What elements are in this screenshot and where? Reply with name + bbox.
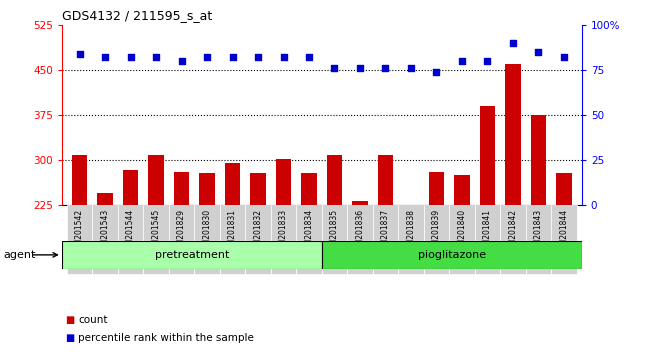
Text: GSM201544: GSM201544 (126, 209, 135, 255)
Text: GSM201838: GSM201838 (406, 209, 415, 255)
Text: GSM201835: GSM201835 (330, 209, 339, 255)
Text: GSM201834: GSM201834 (304, 209, 313, 255)
Bar (449, 205, 474, 274)
Bar (62, 241, 322, 269)
Text: GSM201836: GSM201836 (356, 209, 365, 255)
Bar (200, 173, 214, 341)
Bar (276, 159, 291, 341)
Text: percentile rank within the sample: percentile rank within the sample (78, 333, 254, 343)
Point (431, 69, 441, 75)
Text: GSM201840: GSM201840 (458, 209, 467, 255)
Bar (92, 205, 118, 274)
Point (355, 65, 365, 71)
Bar (118, 205, 143, 274)
Point (330, 65, 340, 71)
Point (253, 55, 263, 60)
Bar (322, 241, 582, 269)
Bar (123, 170, 138, 341)
Text: GSM201842: GSM201842 (508, 209, 517, 255)
Text: GSM201837: GSM201837 (381, 209, 390, 255)
Point (482, 58, 493, 64)
Bar (327, 155, 342, 341)
Bar (169, 205, 194, 274)
Point (559, 55, 569, 60)
Bar (322, 205, 347, 274)
Bar (194, 205, 220, 274)
Bar (505, 64, 521, 341)
Bar (98, 193, 112, 341)
Bar (67, 205, 92, 274)
Bar (347, 205, 372, 274)
Bar (220, 205, 245, 274)
Bar (148, 155, 164, 341)
Bar (372, 205, 398, 274)
Bar (352, 201, 368, 341)
Bar (556, 173, 571, 341)
Text: GSM201543: GSM201543 (101, 209, 110, 255)
Bar (72, 155, 87, 341)
Point (278, 55, 289, 60)
Bar (378, 155, 393, 341)
Bar (250, 173, 266, 341)
Bar (551, 205, 577, 274)
Bar (296, 205, 322, 274)
Bar (271, 205, 296, 274)
Text: count: count (78, 315, 107, 325)
Bar (429, 172, 444, 341)
Bar (480, 106, 495, 341)
Text: ■: ■ (65, 315, 74, 325)
Point (100, 55, 110, 60)
Text: ■: ■ (65, 333, 74, 343)
Point (508, 40, 518, 46)
Text: agent: agent (3, 250, 36, 260)
Text: pioglitazone: pioglitazone (418, 250, 486, 260)
Bar (245, 205, 271, 274)
Point (176, 58, 187, 64)
Text: GSM201843: GSM201843 (534, 209, 543, 255)
Point (74, 51, 85, 57)
Text: GSM201839: GSM201839 (432, 209, 441, 255)
Text: GSM201830: GSM201830 (203, 209, 211, 255)
Bar (526, 205, 551, 274)
Bar (454, 175, 469, 341)
Text: GSM201829: GSM201829 (177, 209, 186, 255)
Point (457, 58, 467, 64)
Text: pretreatment: pretreatment (155, 250, 229, 260)
Point (533, 49, 543, 55)
Text: GSM201841: GSM201841 (483, 209, 492, 255)
Text: GDS4132 / 211595_s_at: GDS4132 / 211595_s_at (62, 9, 212, 22)
Point (151, 55, 161, 60)
Text: GSM201832: GSM201832 (254, 209, 263, 255)
Bar (398, 205, 424, 274)
Bar (174, 172, 189, 341)
Point (227, 55, 238, 60)
Point (304, 55, 314, 60)
Bar (302, 173, 317, 341)
Point (406, 65, 416, 71)
Bar (500, 205, 526, 274)
Bar (474, 205, 500, 274)
Text: GSM201833: GSM201833 (279, 209, 288, 255)
Point (380, 65, 391, 71)
Point (202, 55, 213, 60)
Bar (403, 208, 419, 341)
Bar (531, 115, 546, 341)
Text: GSM201545: GSM201545 (151, 209, 161, 255)
Text: GSM201831: GSM201831 (228, 209, 237, 255)
Bar (424, 205, 449, 274)
Point (125, 55, 136, 60)
Bar (225, 163, 240, 341)
Bar (143, 205, 169, 274)
Text: GSM201844: GSM201844 (560, 209, 568, 255)
Text: GSM201542: GSM201542 (75, 209, 84, 255)
